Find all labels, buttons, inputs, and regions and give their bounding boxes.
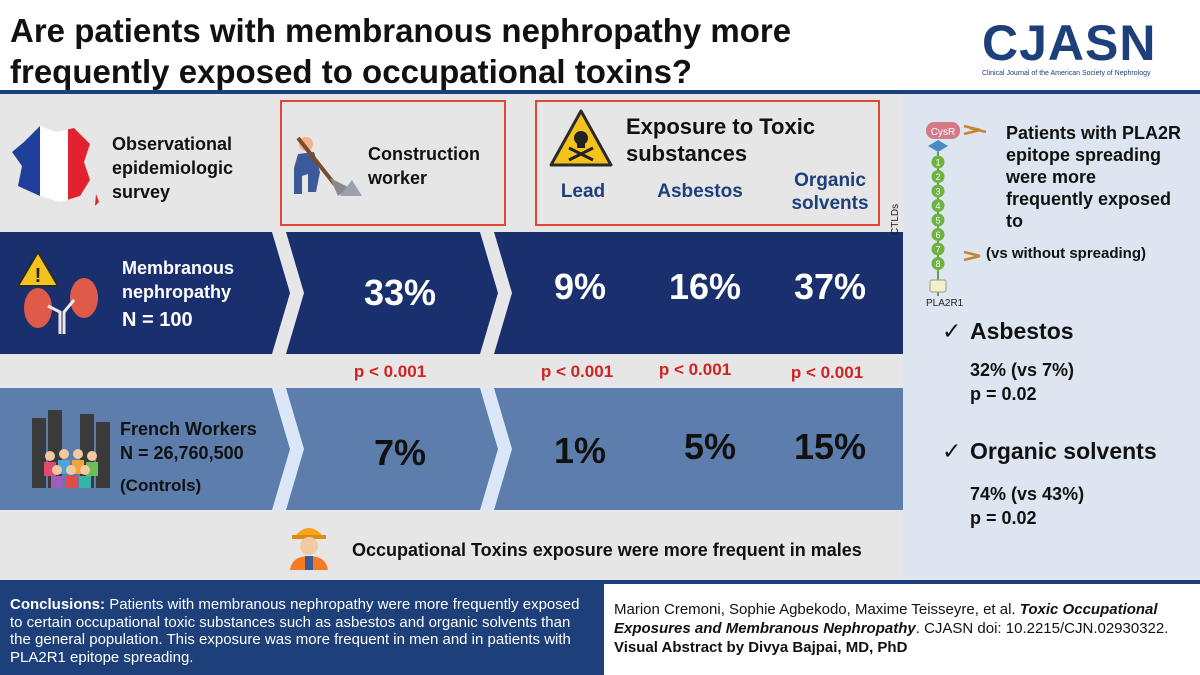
fw-controls: (Controls)	[120, 476, 202, 495]
construction-worker-icon	[294, 136, 362, 196]
fw-n: N = 26,760,500	[120, 443, 244, 463]
side-panel	[903, 94, 1200, 580]
male-worker-icon	[290, 528, 328, 570]
toxic-box	[535, 100, 880, 226]
svg-text:!: !	[35, 265, 42, 287]
logo-text: CJASN	[982, 15, 1157, 71]
organic-solvents-header: Organic solvents	[791, 170, 869, 214]
fw-asbestos-value: 5%	[683, 426, 737, 467]
citation: Marion Cremoni, Sophie Agbekodo, Maxime …	[614, 600, 1194, 657]
conclusion-label: Conclusions:	[10, 596, 106, 613]
organic-pvalue: p < 0.001	[790, 363, 864, 382]
pla2r1-label: PLA2R1	[926, 298, 964, 309]
ctld-domain-circle	[931, 199, 945, 212]
logo-subtitle: Clinical Journal of the American Society…	[982, 70, 1151, 77]
ctld-domain-number: 8	[935, 259, 940, 269]
chevron-divider	[272, 388, 304, 510]
mn-construction-value: 33%	[363, 272, 437, 313]
ctld-domain-number: 6	[935, 230, 940, 240]
chevron-divider	[272, 232, 304, 354]
conclusion-box: Conclusions: Patients with membranous ne…	[0, 584, 604, 675]
ctld-domain-circle	[931, 257, 945, 270]
workers-group-icon	[32, 410, 110, 488]
ctld-domain-number: 4	[935, 201, 940, 211]
ctld-domain-number: 3	[935, 187, 940, 197]
males-note: Occupational Toxins exposure were more f…	[352, 540, 862, 560]
french-workers-row	[0, 388, 903, 510]
ctld-domain-circle	[931, 170, 945, 183]
construction-box	[280, 100, 506, 226]
ctld-domain-number: 2	[935, 172, 940, 182]
survey-label: Observational epidemiologic survey	[112, 134, 234, 202]
fw-organic-value: 15%	[793, 426, 867, 467]
france-map-icon	[12, 126, 99, 206]
mn-lead-value: 9%	[553, 266, 607, 307]
ctld-domain-circle	[931, 242, 945, 256]
chevron-divider	[480, 232, 512, 354]
side-item1-p: p = 0.02	[970, 384, 1037, 404]
lead-header: Lead	[560, 181, 606, 202]
construction-pvalue: p < 0.001	[353, 362, 427, 381]
fw-label: French Workers	[120, 419, 257, 439]
mn-organic-value: 37%	[793, 266, 867, 307]
mn-row	[0, 232, 903, 354]
side-item2-p: p = 0.02	[970, 508, 1037, 528]
citation-title: Toxic Occupational Exposures and Membran…	[614, 601, 1158, 637]
lead-pvalue: p < 0.001	[540, 362, 614, 381]
journal-logo: CJASN Clinical Journal of the American S…	[982, 18, 1182, 77]
ctld-domain-circle	[931, 213, 945, 227]
header-divider	[0, 90, 1200, 94]
ctld-domain-circle	[931, 184, 945, 198]
ctld-domain-number: 1	[935, 158, 940, 168]
mn-n: N = 100	[122, 309, 193, 331]
side-item1-check: ✓	[942, 318, 962, 344]
toxic-title: Exposure to Toxic substances	[626, 114, 816, 166]
chevron-divider	[480, 388, 512, 510]
side-item1-title: Asbestos	[970, 318, 1074, 344]
ctld-domain-circle	[931, 228, 945, 241]
fw-construction-value: 7%	[373, 432, 427, 473]
ctld-domain-circle	[931, 155, 945, 169]
footer-divider	[0, 580, 1200, 584]
toxic-hazard-icon	[549, 109, 613, 167]
pla2r1-structure-diagram: CysR 1 2 3 4 5 6 7 8 PLA2R1	[926, 122, 987, 309]
mn-label: Membranous nephropathy	[122, 258, 235, 302]
construction-label: Construction worker	[368, 144, 480, 188]
asbestos-header: Asbestos	[657, 181, 743, 202]
kidney-warning-icon: !	[16, 250, 98, 334]
ctld-domain-number: 5	[935, 216, 940, 226]
conclusion-text: Patients with membranous nephropathy wer…	[10, 596, 580, 666]
side-vs-without: (vs without spreading)	[986, 245, 1147, 262]
side-intro: Patients with PLA2R epitope spreading we…	[1006, 123, 1182, 231]
citation-journal: . CJASN doi: 10.2215/CJN.02930322.	[915, 620, 1169, 637]
citation-authors: Marion Cremoni, Sophie Agbekodo, Maxime …	[614, 601, 1016, 618]
fw-lead-value: 1%	[553, 430, 607, 471]
cysr-label: CysR	[931, 127, 955, 138]
citation-credit: Visual Abstract by Divya Bajpai, MD, PhD	[614, 639, 908, 656]
page-title: Are patients with membranous nephropathy…	[10, 12, 792, 90]
asbestos-pvalue: p < 0.001	[658, 360, 732, 379]
side-item1-value: 32% (vs 7%)	[970, 360, 1075, 380]
mn-asbestos-value: 16%	[668, 266, 742, 307]
ctld-domain-number: 7	[935, 245, 940, 255]
side-item2-title: Organic solvents	[970, 438, 1157, 464]
side-item2-value: 74% (vs 43%)	[970, 484, 1085, 504]
side-item2-check: ✓	[942, 438, 962, 464]
ctlds-label: CTLDs	[890, 203, 901, 235]
